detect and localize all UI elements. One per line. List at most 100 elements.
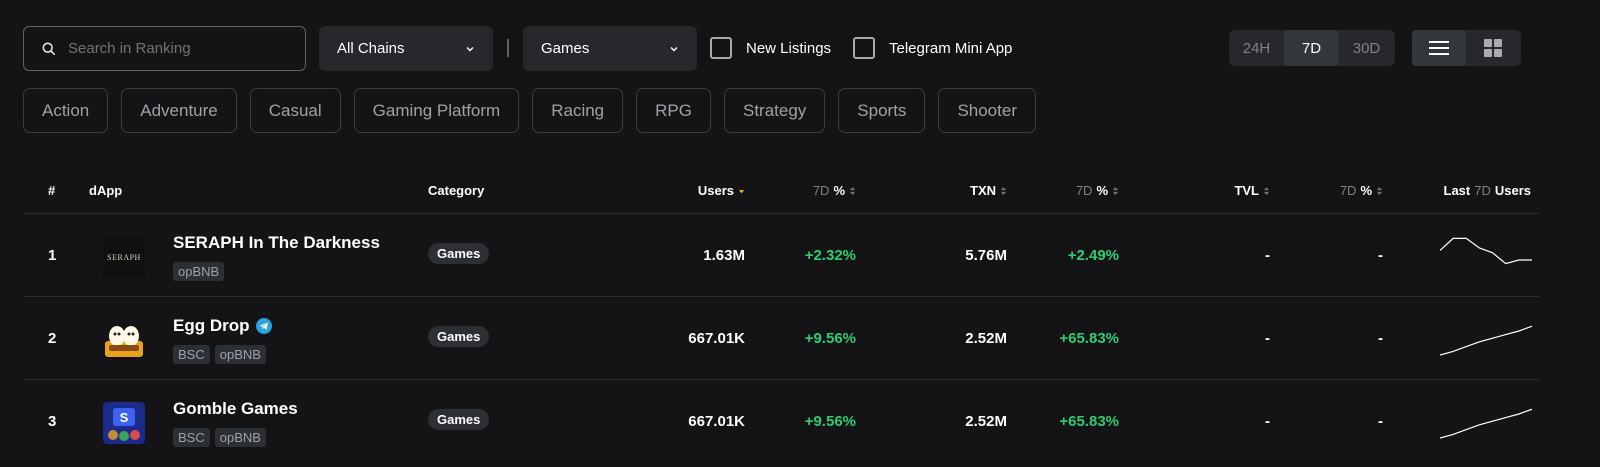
time-range-24h[interactable]: 24H <box>1242 39 1271 57</box>
dapp-name[interactable]: Gomble Games <box>173 399 298 419</box>
dapp-name[interactable]: Egg Drop <box>173 316 272 336</box>
filter-divider <box>507 39 509 57</box>
telegram-icon <box>255 318 272 334</box>
sort-icon <box>1112 186 1119 195</box>
sort-icon <box>849 186 856 195</box>
table-divider <box>23 296 1539 297</box>
header-period: 7D <box>812 183 830 198</box>
category-select-label: Games <box>541 40 590 57</box>
header-txn-label: TXN <box>970 183 996 198</box>
category-badge: Games <box>428 326 490 347</box>
sort-icon <box>1263 186 1270 195</box>
telegram-mini-app-checkbox[interactable]: Telegram Mini App <box>853 37 1012 59</box>
tag-action[interactable]: Action <box>23 88 109 133</box>
chain-chip: opBNB <box>214 428 266 447</box>
tag-adventure[interactable]: Adventure <box>121 88 237 133</box>
category-select[interactable]: Games <box>523 26 697 71</box>
tag-gaming-platform[interactable]: Gaming Platform <box>353 88 520 133</box>
dapp-name-text: SERAPH In The Darkness <box>173 233 380 252</box>
checkbox-box[interactable] <box>853 37 875 59</box>
table-divider <box>23 379 1539 380</box>
chain-chip: BSC <box>173 428 210 447</box>
list-view-button[interactable] <box>1412 30 1466 66</box>
txn-value: 5.76M <box>965 247 1007 264</box>
search-input[interactable] <box>68 40 288 57</box>
checkbox-box[interactable] <box>710 37 732 59</box>
sparkline-path <box>1440 325 1532 356</box>
users-change: +2.32% <box>804 247 856 264</box>
sort-icon <box>1376 186 1383 195</box>
egg-drop-logo-art <box>105 326 143 357</box>
header-last-prefix: Last <box>1443 183 1471 198</box>
header-users-label: Users <box>697 183 734 198</box>
svg-text:S: S <box>120 410 129 425</box>
header-txn-pct[interactable]: 7D % <box>1076 183 1119 198</box>
chain-chip: BSC <box>173 345 210 364</box>
header-period: 7D <box>1339 183 1357 198</box>
tag-rpg[interactable]: RPG <box>636 88 711 133</box>
header-last-suffix: Users <box>1494 183 1531 198</box>
header-period: 7D <box>1474 183 1491 198</box>
txn-change: +65.83% <box>1059 413 1119 430</box>
chain-chip: opBNB <box>214 345 266 364</box>
header-pct-symbol: % <box>833 183 845 198</box>
rank: 1 <box>48 247 57 264</box>
header-last-users: Last 7D Users <box>1444 183 1532 198</box>
egg-drop-logo <box>103 319 145 361</box>
users-value: 667.01K <box>688 413 745 430</box>
sparkline <box>1440 408 1532 439</box>
tvl-change: - <box>1378 413 1383 430</box>
chain-chips: opBNB <box>173 262 225 281</box>
new-listings-label: New Listings <box>746 39 832 57</box>
header-dapp: dApp <box>89 183 122 198</box>
list-icon <box>1429 41 1449 55</box>
header-tvl-pct[interactable]: 7D % <box>1340 183 1383 198</box>
category-badge: Games <box>428 243 490 264</box>
tvl-value: - <box>1265 413 1270 430</box>
tag-strategy[interactable]: Strategy <box>723 88 826 133</box>
time-range-7d[interactable]: 7D <box>1284 30 1339 66</box>
header-users[interactable]: Users <box>698 183 745 198</box>
time-range-30d[interactable]: 30D <box>1352 39 1381 57</box>
header-txn[interactable]: TXN <box>970 183 1007 198</box>
table-row[interactable]: 3 S Gomble Games BSC opBNB Games 667.01K… <box>0 380 1600 463</box>
grid-icon <box>1484 39 1502 57</box>
tvl-change: - <box>1378 330 1383 347</box>
users-value: 667.01K <box>688 330 745 347</box>
tvl-change: - <box>1378 247 1383 264</box>
header-dapp-label: dApp <box>89 183 123 198</box>
new-listings-checkbox[interactable]: New Listings <box>710 37 831 59</box>
users-change: +9.56% <box>804 413 856 430</box>
header-pct-symbol: % <box>1360 183 1372 198</box>
search-box[interactable] <box>23 26 306 71</box>
grid-view-button[interactable] <box>1466 30 1520 66</box>
rank: 3 <box>48 413 57 430</box>
dapp-name[interactable]: SERAPH In The Darkness <box>173 233 380 253</box>
sort-icon <box>1000 186 1007 195</box>
time-range-switch: 24H 7D 30D <box>1229 30 1395 66</box>
seraph-logo-text: SERAPH <box>107 252 141 262</box>
txn-change: +2.49% <box>1067 247 1119 264</box>
txn-value: 2.52M <box>965 330 1007 347</box>
txn-change: +65.83% <box>1059 330 1119 347</box>
tag-casual[interactable]: Casual <box>249 88 341 133</box>
sort-desc-icon <box>738 189 745 193</box>
header-rank-label: # <box>48 183 56 198</box>
header-users-pct[interactable]: 7D % <box>813 183 856 198</box>
header-tvl[interactable]: TVL <box>1234 183 1270 198</box>
tag-shooter[interactable]: Shooter <box>938 88 1036 133</box>
chain-chips: BSC opBNB <box>173 428 266 447</box>
dapp-name-text: Egg Drop <box>173 316 250 335</box>
chain-chip: opBNB <box>173 262 225 281</box>
tag-sports[interactable]: Sports <box>838 88 926 133</box>
table-row[interactable]: 2 Egg Drop BSC opBNB Games 667.01K +9.56… <box>0 297 1600 380</box>
chain-select-label: All Chains <box>337 40 405 57</box>
tag-racing[interactable]: Racing <box>532 88 624 133</box>
chain-select[interactable]: All Chains <box>319 26 493 71</box>
search-icon <box>42 42 56 55</box>
sparkline <box>1440 325 1532 356</box>
table-row[interactable]: 1 SERAPH SERAPH In The Darkness opBNB Ga… <box>0 214 1600 297</box>
users-change: +9.56% <box>804 330 856 347</box>
rank: 2 <box>48 330 57 347</box>
category-tags: Action Adventure Casual Gaming Platform … <box>23 88 1036 133</box>
